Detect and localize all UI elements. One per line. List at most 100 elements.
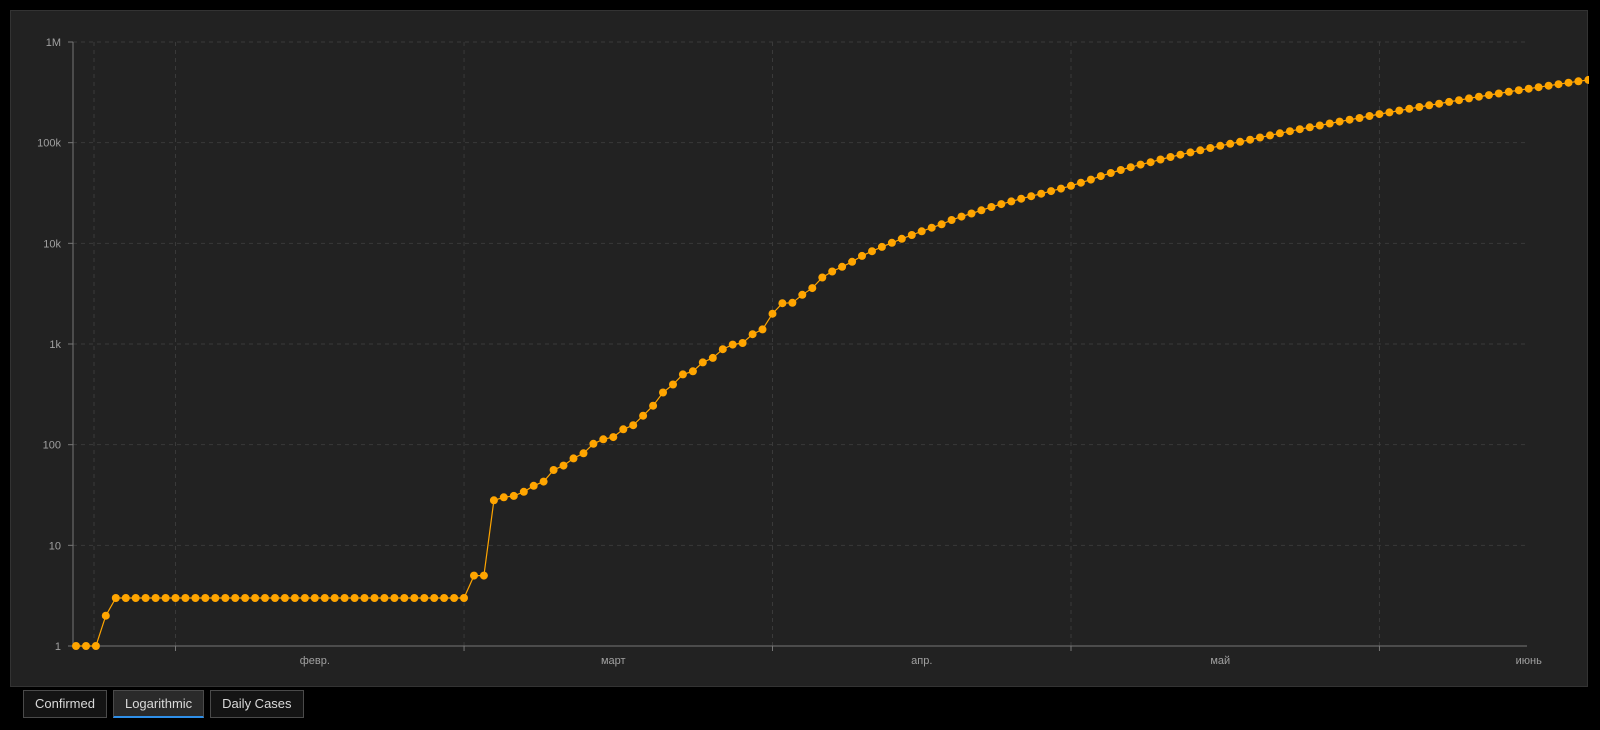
- data-point: [629, 421, 638, 430]
- data-point: [1156, 155, 1165, 164]
- tab-daily-cases[interactable]: Daily Cases: [210, 690, 304, 718]
- data-point: [410, 594, 419, 602]
- data-point: [1057, 184, 1065, 193]
- data-point: [619, 425, 628, 434]
- data-point: [340, 594, 349, 602]
- data-point: [1305, 123, 1314, 132]
- data-point: [927, 223, 936, 232]
- data-point: [758, 325, 767, 334]
- data-point: [1574, 77, 1583, 86]
- data-point: [987, 203, 996, 211]
- data-point: [300, 594, 309, 602]
- data-point: [370, 594, 379, 602]
- data-point: [91, 642, 100, 650]
- data-point: [808, 284, 817, 293]
- data-point: [101, 611, 110, 620]
- data-point: [72, 642, 80, 650]
- data-point: [868, 247, 876, 256]
- data-point: [529, 481, 538, 490]
- data-point: [907, 231, 916, 239]
- y-tick-label: 10k: [43, 238, 61, 250]
- tab-confirmed[interactable]: Confirmed: [23, 690, 107, 718]
- data-point: [669, 380, 677, 389]
- data-point: [151, 594, 160, 602]
- data-point: [1236, 137, 1245, 146]
- data-point: [440, 594, 449, 602]
- data-point: [589, 439, 598, 448]
- data-point: [659, 388, 667, 397]
- data-point: [947, 216, 956, 224]
- data-point: [261, 594, 269, 602]
- data-point: [698, 358, 707, 367]
- y-tick-label: 1: [55, 641, 61, 653]
- data-point: [798, 290, 807, 299]
- data-point: [838, 262, 847, 271]
- data-point: [519, 487, 528, 496]
- data-point: [1544, 81, 1553, 90]
- data-point: [1086, 175, 1095, 184]
- data-point: [1335, 117, 1344, 126]
- data-point: [1136, 160, 1145, 169]
- y-tick-label: 100k: [37, 138, 61, 150]
- data-point: [1106, 169, 1115, 177]
- data-point: [559, 461, 568, 470]
- data-point: [1395, 106, 1404, 115]
- x-tick-label: март: [601, 655, 626, 667]
- data-point: [1375, 110, 1384, 119]
- data-point: [171, 594, 180, 602]
- data-point: [479, 571, 488, 580]
- data-point: [1275, 129, 1284, 138]
- data-point: [1455, 96, 1463, 105]
- data-point: [539, 477, 548, 486]
- data-point: [937, 220, 946, 229]
- data-point: [688, 367, 697, 376]
- data-point: [1365, 112, 1374, 120]
- data-point: [1076, 178, 1085, 187]
- data-point: [1484, 91, 1493, 100]
- data-point: [579, 449, 588, 458]
- data-point: [470, 571, 478, 580]
- data-point: [161, 594, 170, 602]
- data-point: [231, 594, 240, 602]
- data-point: [310, 594, 319, 602]
- y-tick-label: 1M: [46, 37, 61, 49]
- data-point: [748, 330, 757, 339]
- data-point: [1226, 139, 1235, 148]
- data-point: [1166, 153, 1175, 161]
- data-point: [1186, 148, 1195, 157]
- data-point: [1405, 104, 1414, 113]
- data-point: [1554, 80, 1563, 89]
- data-point: [1196, 146, 1205, 155]
- data-point: [1126, 163, 1135, 172]
- data-point: [1355, 114, 1364, 122]
- data-point: [1315, 121, 1324, 130]
- data-point: [1007, 197, 1016, 206]
- data-point: [131, 594, 140, 602]
- data-point: [858, 251, 866, 260]
- data-point: [1345, 115, 1354, 124]
- data-point: [599, 435, 608, 444]
- data-point: [967, 209, 976, 218]
- data-point: [818, 273, 827, 282]
- data-point: [1445, 97, 1454, 106]
- data-point: [1047, 187, 1056, 196]
- data-point: [509, 491, 518, 500]
- data-point: [1176, 150, 1185, 159]
- data-point: [211, 594, 220, 602]
- data-point: [549, 466, 558, 474]
- data-point: [649, 401, 658, 410]
- data-point: [420, 594, 429, 602]
- data-point: [639, 411, 648, 420]
- data-point: [1435, 99, 1444, 108]
- data-point: [251, 594, 260, 602]
- data-point: [1116, 166, 1125, 174]
- data-point: [499, 493, 508, 502]
- data-point: [569, 454, 578, 463]
- data-point: [977, 206, 986, 215]
- data-point: [997, 200, 1006, 209]
- y-tick-label: 100: [43, 440, 61, 452]
- tab-logarithmic[interactable]: Logarithmic: [112, 690, 205, 718]
- data-point: [957, 212, 966, 221]
- data-point: [897, 234, 906, 243]
- data-point: [738, 339, 747, 347]
